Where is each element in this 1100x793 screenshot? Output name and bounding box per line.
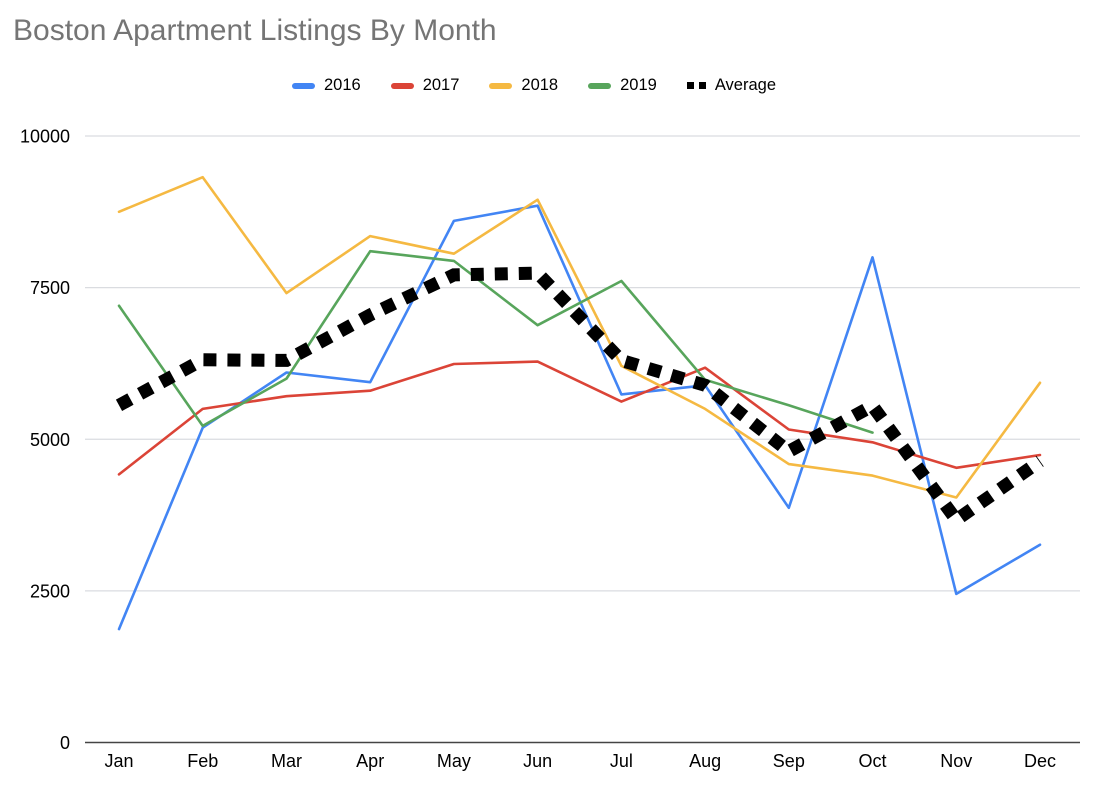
x-tick-label: Feb xyxy=(187,751,218,771)
series-line-2018 xyxy=(117,175,1042,499)
legend-item-2017[interactable]: 2017 xyxy=(390,76,460,95)
y-tick-label: 7500 xyxy=(30,278,70,298)
legend-label: 2016 xyxy=(323,76,361,94)
x-tick-label: Sep xyxy=(773,751,805,771)
y-tick-label: 10000 xyxy=(20,127,70,147)
series-line-2017 xyxy=(117,360,1042,476)
series-line-2016 xyxy=(117,204,1042,631)
legend-item-2016[interactable]: 2016 xyxy=(291,76,361,95)
y-tick-label: 2500 xyxy=(30,581,70,601)
y-tick-label: 5000 xyxy=(30,430,70,450)
legend-swatch-icon xyxy=(489,82,513,89)
x-tick-label: May xyxy=(437,751,471,771)
legend-swatch-icon xyxy=(390,82,414,89)
x-tick-label: Apr xyxy=(356,751,384,771)
legend-swatch-icon xyxy=(588,82,612,89)
chart-title: Boston Apartment Listings By Month xyxy=(13,14,497,47)
legend-swatch-dotted-icon xyxy=(686,82,706,89)
legend-label: 2017 xyxy=(422,76,460,94)
y-tick-label: 0 xyxy=(60,733,70,753)
legend-label: 2018 xyxy=(521,76,559,94)
x-tick-label: Oct xyxy=(859,751,887,771)
legend-swatch-icon xyxy=(291,82,315,89)
legend-item-2018[interactable]: 2018 xyxy=(489,76,558,95)
legend-label: Average xyxy=(714,76,777,94)
legend-item-2019[interactable]: 2019 xyxy=(588,76,657,95)
series-line-2019 xyxy=(117,249,874,434)
x-tick-label: Jun xyxy=(523,751,552,771)
x-tick-label: Nov xyxy=(940,751,972,771)
legend-item-average[interactable]: Average xyxy=(686,76,777,95)
x-tick-label: Jan xyxy=(104,751,133,771)
x-tick-label: Aug xyxy=(689,751,721,771)
x-tick-label: Jul xyxy=(610,751,633,771)
chart-legend: 2016 2017 2018 2019 Average xyxy=(0,76,1084,95)
x-tick-label: Mar xyxy=(271,751,302,771)
legend-label: 2019 xyxy=(620,76,657,94)
series-line-average xyxy=(115,266,1044,529)
x-tick-label: Dec xyxy=(1024,751,1056,771)
